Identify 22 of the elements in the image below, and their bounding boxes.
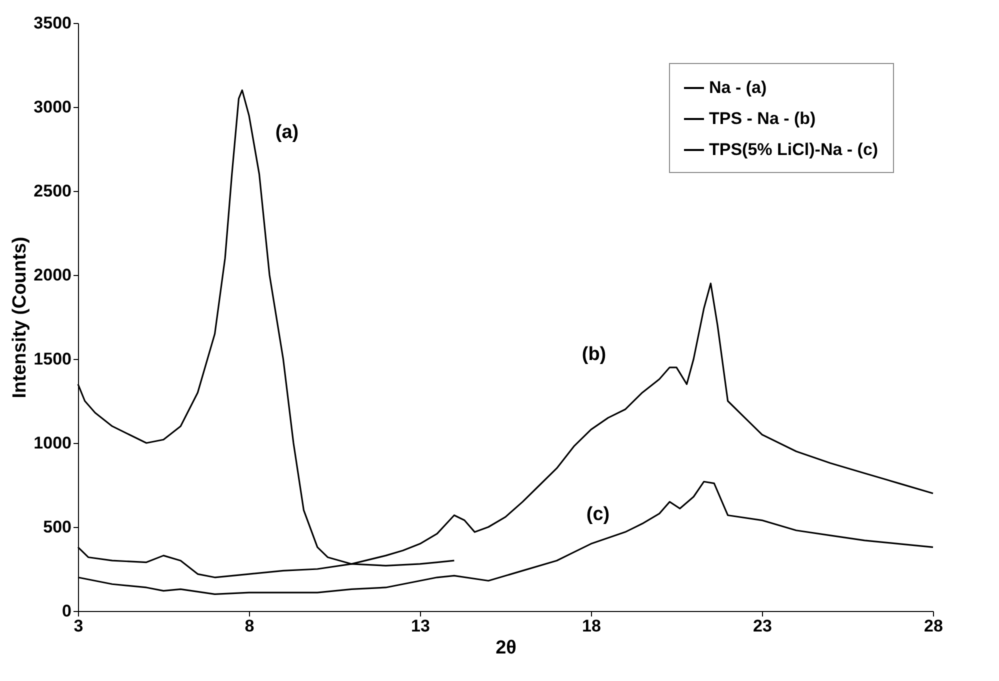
- y-tick-label: 3500: [34, 14, 72, 32]
- y-tick-label: 3000: [34, 98, 72, 116]
- y-tick-label: 2000: [34, 266, 72, 284]
- x-axis-title: 2θ: [496, 638, 516, 658]
- y-tick-label: 1500: [34, 350, 72, 368]
- y-tick-label: 0: [62, 602, 72, 620]
- annotation: (a): [275, 122, 299, 143]
- y-tick-label: 1000: [34, 434, 72, 452]
- legend-label: TPS - Na - (b): [709, 109, 816, 128]
- annotation: (c): [586, 504, 610, 525]
- y-axis-title: Intensity (Counts): [10, 236, 31, 398]
- x-tick-label: 28: [924, 616, 943, 636]
- legend-label: Na - (a): [709, 78, 767, 97]
- x-tick-label: 18: [582, 616, 601, 636]
- y-tick-label: 2500: [34, 182, 72, 200]
- x-tick-label: 3: [74, 616, 84, 636]
- y-tick-label: 500: [43, 518, 72, 536]
- x-tick-label: 8: [244, 616, 254, 636]
- x-tick-label: 13: [411, 616, 430, 636]
- annotation: (b): [582, 344, 606, 365]
- legend-label: TPS(5% LiCl)-Na - (c): [709, 140, 878, 159]
- x-tick-label: 23: [753, 616, 772, 636]
